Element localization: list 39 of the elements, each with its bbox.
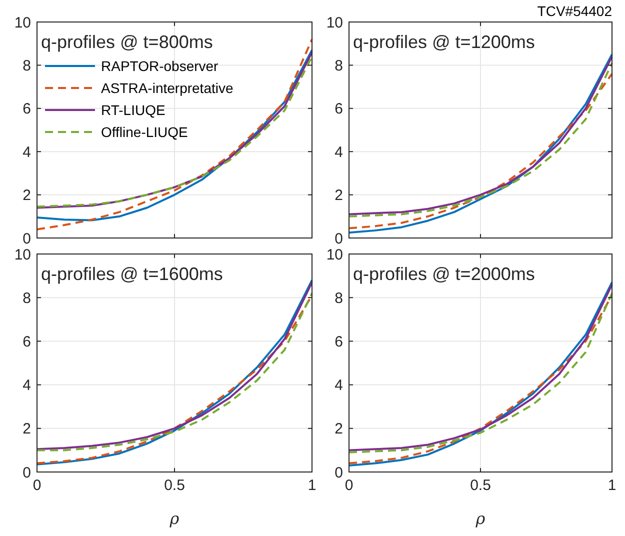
- y-tick-label: 10: [14, 14, 31, 32]
- text: q-profiles @ t=800ms: [41, 32, 213, 52]
- legend-label: RAPTOR-observer: [101, 58, 219, 74]
- y-tick-label: 4: [334, 377, 343, 394]
- x-axis-title: ρ: [474, 509, 486, 528]
- y-tick-label: 10: [326, 14, 343, 32]
- y-tick-label: 8: [334, 290, 343, 307]
- legend-label: ASTRA-interpretative: [101, 80, 234, 96]
- y-tick-label: 4: [22, 144, 31, 161]
- y-tick-label: 0: [334, 230, 343, 248]
- x-tick-label: 0.5: [164, 477, 185, 494]
- y-tick-label: 0: [334, 464, 343, 482]
- x-tick-label: 0.5: [470, 477, 491, 494]
- y-tick-label: 6: [22, 333, 31, 350]
- legend-label: Offline-LIUQE: [101, 124, 188, 140]
- y-tick-label: 4: [22, 377, 31, 394]
- text: TCV#54402: [537, 3, 612, 19]
- x-tick-label: 1: [308, 477, 316, 494]
- y-tick-label: 8: [22, 57, 31, 74]
- legend-label: RT-LIUQE: [101, 102, 166, 118]
- y-tick-label: 8: [22, 290, 31, 307]
- y-tick-label: 4: [334, 144, 343, 161]
- y-tick-label: 8: [334, 57, 343, 74]
- y-tick-label: 0: [22, 464, 31, 482]
- y-tick-label: 10: [14, 246, 31, 264]
- text: q-profiles @ t=2000ms: [353, 264, 535, 284]
- x-axis-title: ρ: [168, 509, 180, 528]
- x-tick-label: 1: [608, 477, 616, 494]
- text: q-profiles @ t=1600ms: [41, 264, 223, 284]
- y-tick-label: 0: [22, 230, 31, 248]
- y-tick-label: 6: [22, 100, 31, 118]
- y-tick-label: 2: [334, 420, 343, 438]
- y-tick-label: 2: [22, 187, 31, 204]
- y-tick-label: 2: [334, 187, 343, 204]
- y-tick-label: 2: [22, 420, 31, 438]
- y-tick-label: 6: [334, 100, 343, 118]
- y-tick-label: 6: [334, 333, 343, 350]
- y-tick-label: 10: [326, 246, 343, 264]
- text: q-profiles @ t=1200ms: [353, 32, 535, 52]
